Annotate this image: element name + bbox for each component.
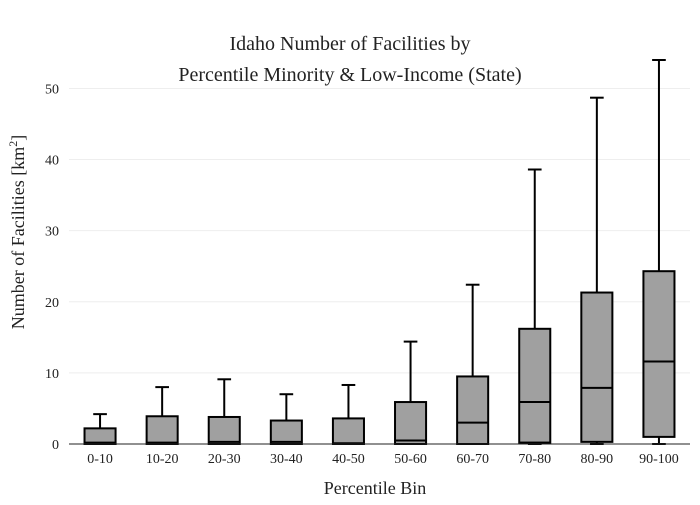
x-axis-label: Percentile Bin: [324, 478, 426, 498]
x-tick-label: 80-90: [581, 452, 614, 467]
y-axis-label-close: ]: [8, 135, 28, 141]
box-80-90: [580, 96, 614, 445]
x-tick-label: 50-60: [394, 452, 427, 467]
box-iqr: [331, 417, 365, 445]
chart-title-line2: Percentile Minority & Low-Income (State): [178, 64, 521, 86]
y-tick-label: 40: [45, 154, 59, 169]
y-tick-label: 20: [45, 296, 59, 311]
x-tick-labels: 0-10 10-20 20-30 30-40 40-50 50-60 60-70 70-80 8…: [87, 452, 679, 467]
x-tick-label: 10-20: [146, 452, 179, 467]
y-axis-label-superscript: 2: [6, 141, 20, 147]
box-iqr: [207, 415, 241, 446]
y-tick-label: 0: [52, 438, 59, 453]
x-tick-label: 70-80: [518, 452, 551, 467]
x-tick-label: 40-50: [332, 452, 365, 467]
box-iqr: [518, 327, 552, 444]
boxes: [83, 59, 676, 446]
box-70-80: [518, 168, 552, 445]
box-iqr: [580, 291, 614, 443]
y-tick-label: 10: [45, 367, 59, 382]
chart-title-line1: Idaho Number of Facilities by: [229, 33, 470, 55]
box-iqr: [642, 270, 676, 438]
y-axis-label: Number of Facilities [km2]: [6, 135, 28, 329]
y-tick-label: 30: [45, 225, 59, 240]
box-iqr: [394, 401, 428, 445]
box-iqr: [456, 375, 490, 446]
box-90-100: [642, 59, 676, 445]
x-tick-label: 0-10: [87, 452, 113, 467]
box-iqr: [145, 415, 179, 445]
y-tick-labels: 0 10 20 30 40 50: [45, 82, 59, 453]
box-30-40: [269, 393, 303, 445]
y-tick-label: 50: [45, 82, 59, 97]
x-tick-label: 90-100: [639, 452, 679, 467]
x-tick-label: 30-40: [270, 452, 303, 467]
box-20-30: [207, 378, 241, 446]
x-tick-label: 20-30: [208, 452, 241, 467]
box-iqr: [269, 419, 303, 445]
y-axis-label-main: Number of Facilities [km: [8, 147, 28, 329]
x-tick-label: 60-70: [456, 452, 489, 467]
